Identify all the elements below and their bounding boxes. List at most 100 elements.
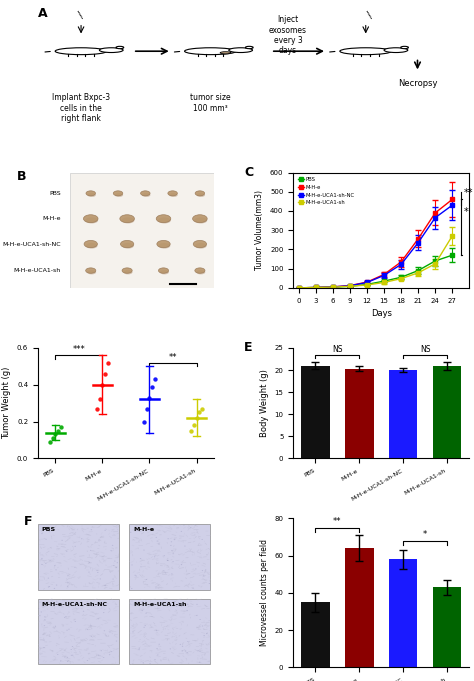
- Ellipse shape: [113, 565, 115, 566]
- Ellipse shape: [104, 585, 106, 586]
- Ellipse shape: [197, 650, 199, 651]
- Ellipse shape: [199, 651, 201, 652]
- Ellipse shape: [156, 215, 171, 223]
- Ellipse shape: [114, 560, 116, 562]
- Ellipse shape: [122, 268, 132, 273]
- Ellipse shape: [131, 588, 133, 589]
- Ellipse shape: [86, 243, 98, 249]
- Ellipse shape: [84, 240, 97, 248]
- Ellipse shape: [158, 217, 171, 223]
- Ellipse shape: [113, 191, 123, 196]
- Ellipse shape: [196, 604, 198, 605]
- Ellipse shape: [91, 636, 92, 637]
- Point: [146, 392, 153, 403]
- Ellipse shape: [146, 613, 147, 614]
- Ellipse shape: [202, 626, 203, 627]
- Y-axis label: Microvessel counts per field: Microvessel counts per field: [260, 539, 269, 646]
- Y-axis label: Body Weight (g): Body Weight (g): [260, 369, 269, 437]
- Text: tumor size
100 mm³: tumor size 100 mm³: [190, 93, 231, 113]
- Ellipse shape: [182, 646, 183, 647]
- Y-axis label: Tumor Volume(mm3): Tumor Volume(mm3): [255, 190, 264, 270]
- Text: PBS: PBS: [49, 191, 61, 196]
- Ellipse shape: [340, 48, 392, 54]
- Bar: [433, 587, 461, 667]
- Ellipse shape: [142, 610, 143, 611]
- Ellipse shape: [149, 663, 151, 664]
- Ellipse shape: [171, 573, 173, 574]
- Ellipse shape: [157, 654, 158, 655]
- Text: NS: NS: [332, 345, 343, 353]
- Ellipse shape: [156, 630, 157, 631]
- Ellipse shape: [122, 243, 134, 249]
- Ellipse shape: [91, 529, 92, 530]
- Ellipse shape: [64, 656, 65, 658]
- Ellipse shape: [199, 662, 201, 663]
- Ellipse shape: [100, 650, 102, 651]
- Ellipse shape: [168, 191, 177, 196]
- Ellipse shape: [111, 651, 112, 652]
- Text: ***: ***: [73, 345, 85, 354]
- Point: [57, 422, 65, 432]
- Ellipse shape: [87, 270, 96, 274]
- Ellipse shape: [174, 539, 175, 540]
- Ellipse shape: [150, 529, 151, 530]
- Ellipse shape: [87, 629, 88, 630]
- Bar: [301, 366, 330, 458]
- Ellipse shape: [144, 627, 145, 628]
- Point: [46, 437, 54, 447]
- Ellipse shape: [202, 570, 203, 571]
- Ellipse shape: [203, 575, 204, 576]
- Ellipse shape: [53, 627, 55, 629]
- Ellipse shape: [142, 601, 143, 602]
- Ellipse shape: [87, 660, 88, 661]
- Ellipse shape: [169, 193, 178, 197]
- Text: **: **: [169, 353, 177, 362]
- Ellipse shape: [195, 243, 207, 249]
- Ellipse shape: [196, 270, 205, 274]
- Ellipse shape: [184, 48, 237, 54]
- Point: [96, 394, 103, 405]
- Bar: [389, 559, 418, 667]
- Legend: PBS, M-H-e, M-H-e-UCA1-sh-NC, M-H-e-UCA1-sh: PBS, M-H-e, M-H-e-UCA1-sh-NC, M-H-e-UCA1…: [296, 175, 357, 207]
- FancyBboxPatch shape: [70, 172, 214, 288]
- Ellipse shape: [205, 569, 206, 571]
- Text: **: **: [464, 188, 474, 197]
- Ellipse shape: [170, 545, 172, 546]
- Point: [151, 374, 159, 385]
- Point: [49, 432, 56, 443]
- Ellipse shape: [120, 215, 135, 223]
- Text: M-H-e: M-H-e: [133, 527, 154, 533]
- Ellipse shape: [72, 646, 73, 647]
- Ellipse shape: [171, 550, 173, 551]
- Ellipse shape: [186, 610, 188, 611]
- X-axis label: Days: Days: [371, 309, 392, 318]
- Ellipse shape: [87, 193, 96, 197]
- Ellipse shape: [43, 647, 45, 648]
- Ellipse shape: [158, 543, 160, 544]
- Ellipse shape: [44, 528, 45, 529]
- Ellipse shape: [49, 560, 51, 561]
- Point: [199, 403, 206, 414]
- Point: [99, 379, 106, 390]
- Ellipse shape: [154, 556, 155, 557]
- Ellipse shape: [132, 631, 134, 633]
- Ellipse shape: [66, 551, 67, 552]
- Ellipse shape: [83, 611, 84, 612]
- Point: [52, 429, 59, 440]
- Ellipse shape: [89, 562, 90, 563]
- Ellipse shape: [116, 641, 117, 642]
- Ellipse shape: [97, 572, 99, 573]
- Point: [196, 407, 203, 418]
- Text: M-H-e-UCA1-sh: M-H-e-UCA1-sh: [14, 268, 61, 273]
- Text: C: C: [244, 165, 253, 178]
- Ellipse shape: [48, 586, 49, 588]
- Ellipse shape: [170, 648, 171, 649]
- Ellipse shape: [57, 654, 58, 655]
- Point: [101, 368, 109, 379]
- Ellipse shape: [44, 625, 45, 626]
- Text: NS: NS: [420, 345, 430, 353]
- Ellipse shape: [180, 605, 181, 606]
- Ellipse shape: [62, 540, 63, 541]
- Ellipse shape: [140, 558, 141, 559]
- Ellipse shape: [96, 570, 98, 571]
